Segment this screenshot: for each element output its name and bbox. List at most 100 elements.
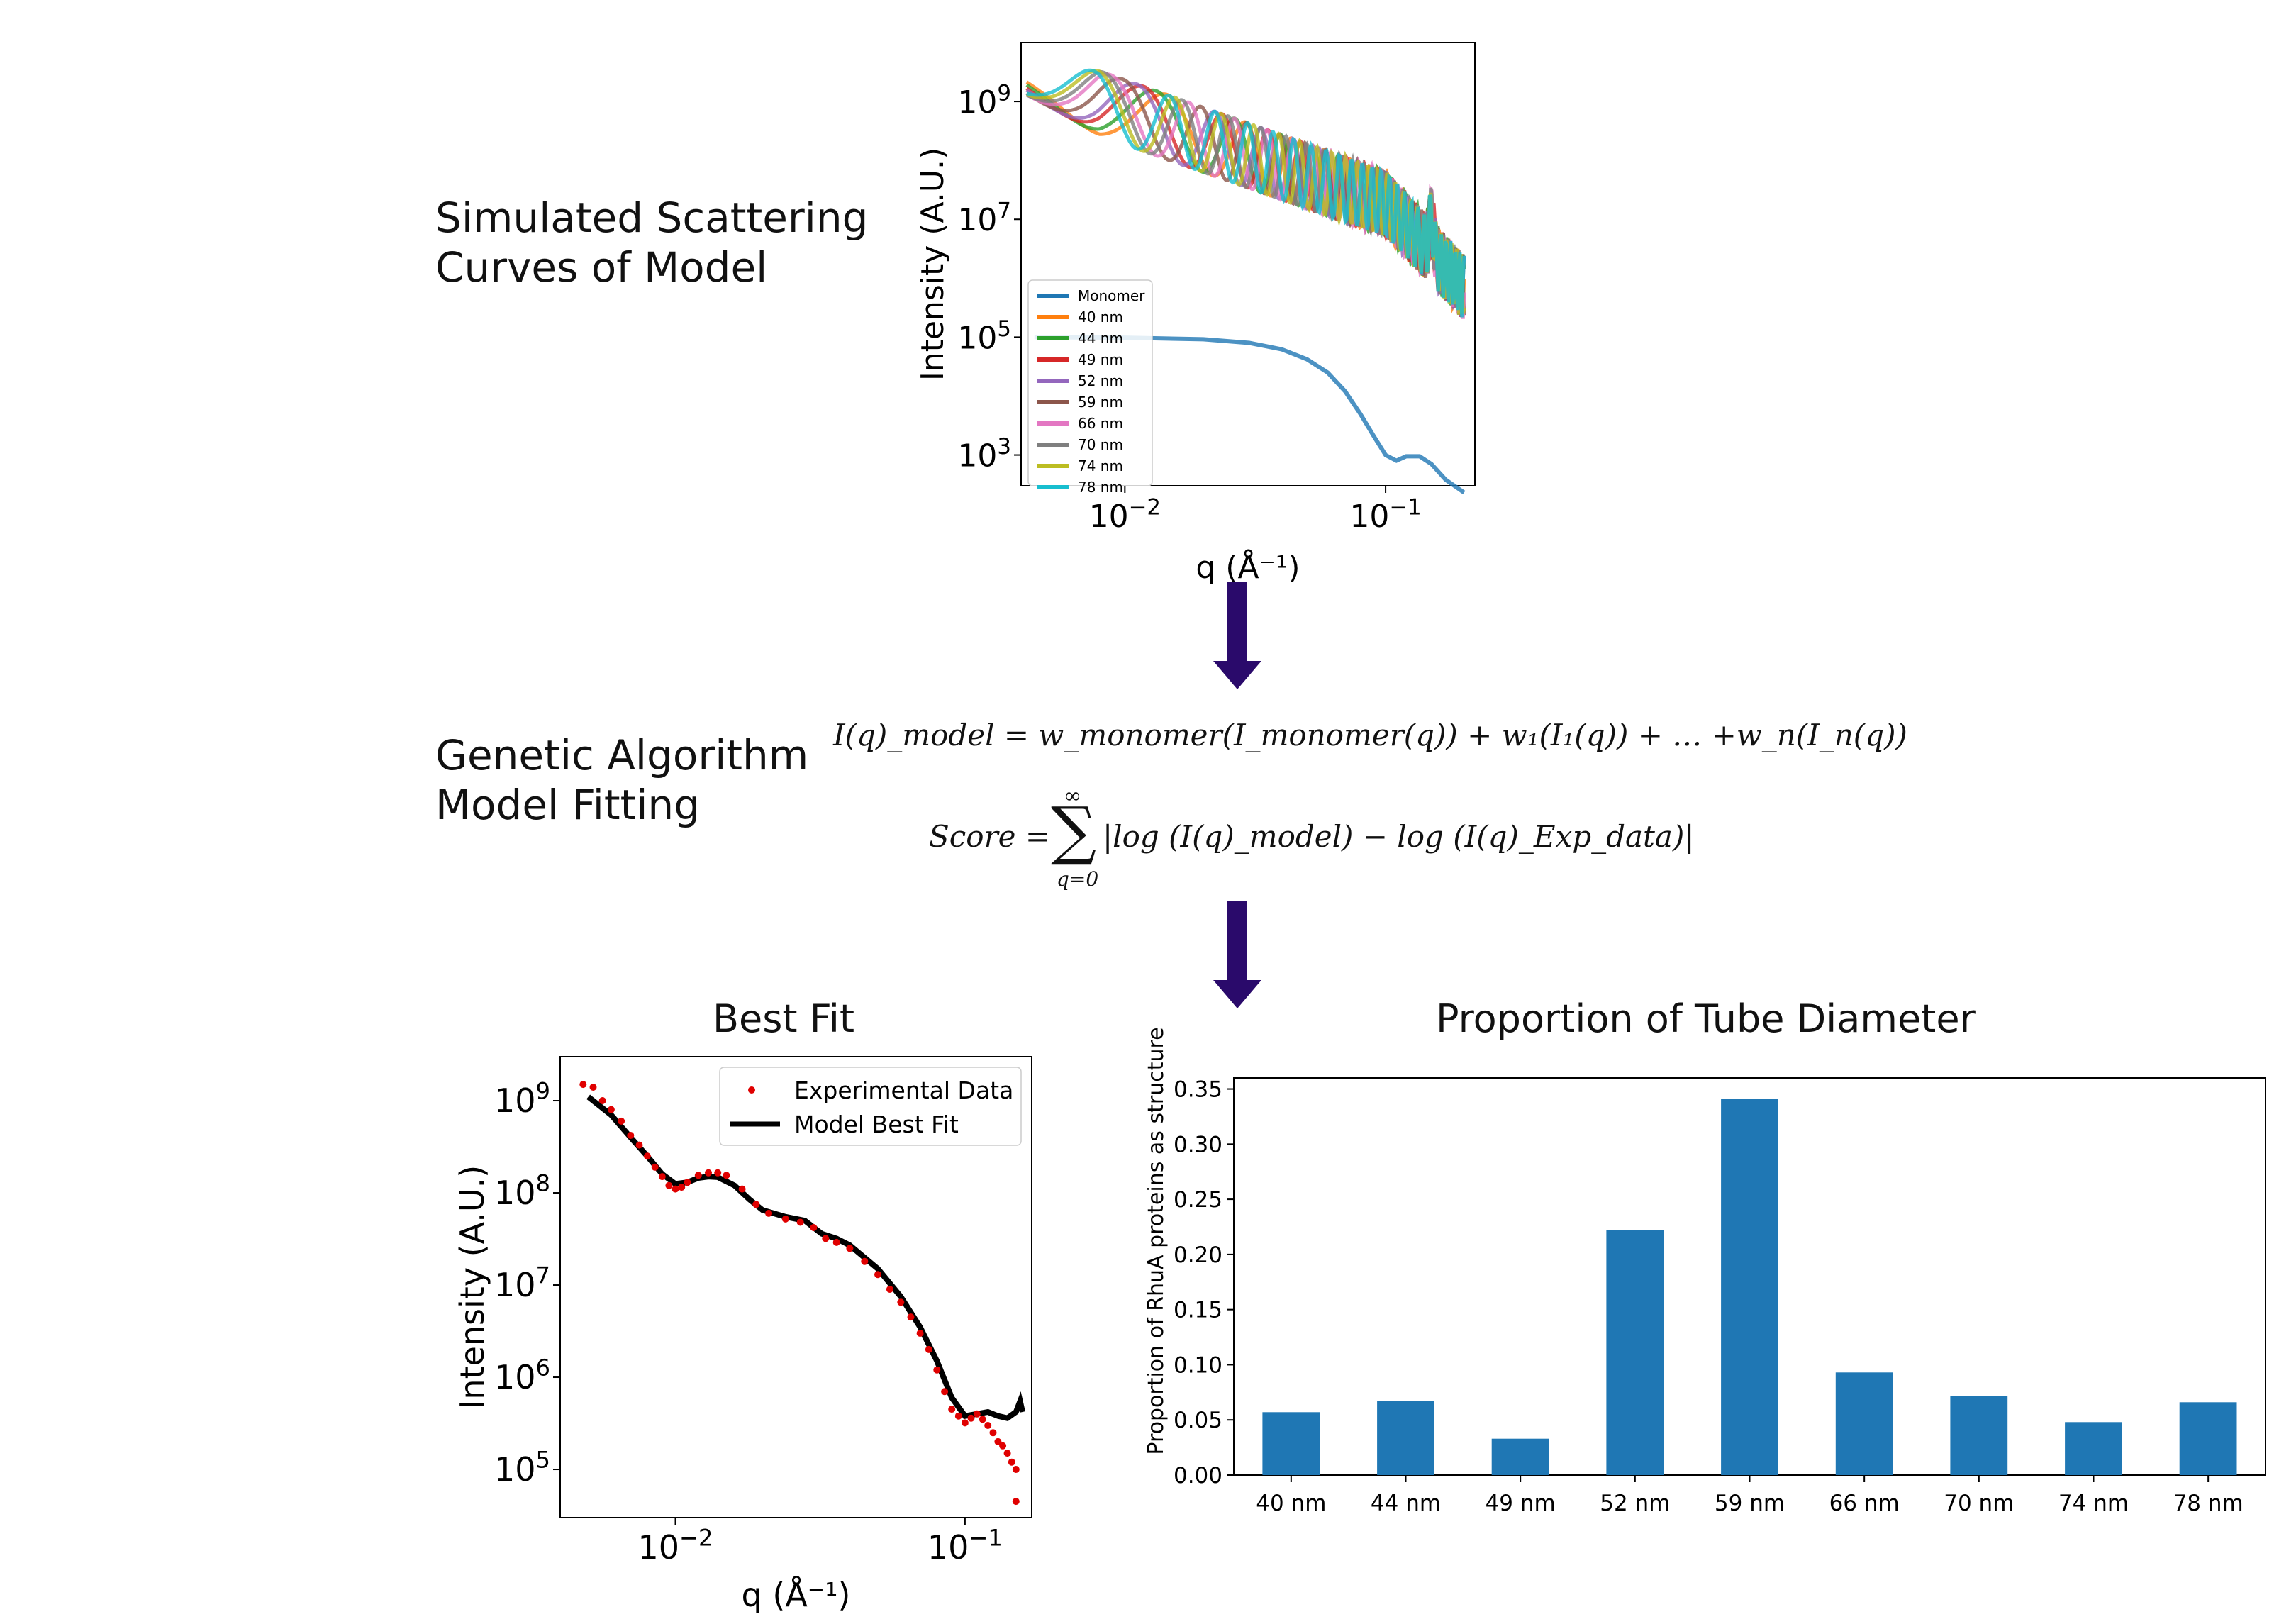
- experimental-data-point: [658, 1173, 666, 1181]
- chart-best-fit: 105 106 107 108 109 10−2 10−1 q (Å⁻¹) Intensity …: [453, 1056, 1032, 1614]
- arrow-down-icon: [1213, 901, 1261, 1008]
- y-tick-label: 0.30: [1174, 1132, 1222, 1157]
- y-tick-label: 105: [494, 1447, 550, 1489]
- experimental-data-point: [684, 1179, 691, 1186]
- experimental-data-point: [897, 1298, 905, 1306]
- y-tick-label: 0.25: [1174, 1187, 1222, 1213]
- experimental-data-point: [907, 1313, 915, 1321]
- experimental-data-point: [589, 1084, 597, 1091]
- bar-44-nm: [1377, 1401, 1434, 1475]
- experimental-data-point: [579, 1081, 587, 1089]
- experimental-data-point: [961, 1419, 969, 1427]
- experimental-data-point: [886, 1286, 893, 1293]
- legend-entry: Experimental Data: [794, 1077, 1013, 1104]
- bar-49-nm: [1491, 1438, 1549, 1475]
- y-tick-label: 0.10: [1174, 1352, 1222, 1378]
- legend-swatch-points: [748, 1086, 755, 1094]
- legend-box: [1027, 279, 1153, 486]
- x-tick-label: 74 nm: [2058, 1491, 2129, 1516]
- legend-entry: 66 nm: [1078, 415, 1123, 432]
- x-tick-label: 44 nm: [1371, 1491, 1441, 1516]
- experimental-data-point: [999, 1442, 1007, 1450]
- experimental-data-point: [861, 1257, 869, 1265]
- y-axis-label: Intensity (A.U.): [915, 148, 951, 381]
- x-tick-label: 10−2: [1089, 494, 1161, 535]
- experimental-data-point: [948, 1406, 956, 1413]
- y-tick-label: 108: [494, 1170, 550, 1212]
- experimental-data-point: [781, 1215, 789, 1223]
- x-axis-label: q (Å⁻¹): [1196, 548, 1300, 586]
- experimental-data-point: [925, 1345, 932, 1353]
- y-tick-label: 109: [494, 1078, 550, 1120]
- bar-66-nm: [1835, 1372, 1893, 1475]
- x-tick-label: 10−1: [1349, 494, 1421, 535]
- arrow-down-icon: [1213, 582, 1261, 689]
- x-tick-label: 40 nm: [1256, 1491, 1326, 1516]
- experimental-data-point: [916, 1330, 924, 1337]
- model-best-fit-line: [586, 1094, 1025, 1421]
- legend-entry: 52 nm: [1078, 372, 1123, 389]
- y-axis-label: Intensity (A.U.): [453, 1165, 491, 1409]
- chart-simulated-scattering: 103 105 107 109 10−2 10−1 q (Å⁻¹) Intensity (A.…: [915, 42, 1476, 586]
- legend-entry: 44 nm: [1078, 330, 1123, 347]
- series-line-monomer: [1034, 335, 1466, 495]
- label-genetic-line-1: Genetic Algorithm: [435, 731, 809, 779]
- legend-box: [719, 1067, 1022, 1146]
- y-tick-label: 105: [957, 316, 1011, 357]
- experimental-data-point: [635, 1141, 643, 1149]
- experimental-data-point: [694, 1172, 702, 1179]
- experimental-data-point: [874, 1271, 881, 1279]
- label-genetic-line-2: Model Fitting: [435, 781, 701, 829]
- x-tick-label: 10−2: [638, 1525, 713, 1567]
- experimental-data-point: [651, 1163, 659, 1171]
- y-tick-label: 0.20: [1174, 1242, 1222, 1268]
- experimental-data-point: [979, 1416, 986, 1423]
- experimental-data-point: [832, 1238, 840, 1246]
- x-tick-label: 59 nm: [1715, 1491, 1785, 1516]
- experimental-data-point: [1008, 1458, 1015, 1466]
- experimental-data-point: [973, 1410, 981, 1418]
- experimental-data-point: [810, 1224, 818, 1231]
- experimental-data-point: [941, 1388, 949, 1396]
- y-tick-label: 0.05: [1174, 1408, 1222, 1433]
- experimental-data-point: [765, 1209, 773, 1217]
- bar-70-nm: [1950, 1396, 2008, 1475]
- experimental-data-point: [984, 1422, 992, 1429]
- experimental-data-point: [665, 1181, 673, 1189]
- experimental-data-point: [967, 1414, 975, 1422]
- y-tick-label: 106: [494, 1355, 550, 1396]
- y-tick-label: 0.35: [1174, 1077, 1222, 1103]
- y-axis-label: Proportion of RhuA proteins as structure: [1144, 1027, 1169, 1455]
- sum-top: ∞: [1064, 784, 1081, 808]
- series-line-78-nm: [1026, 68, 1466, 318]
- experimental-data-point: [1003, 1450, 1011, 1457]
- experimental-data-point: [738, 1185, 746, 1193]
- best-fit-title: Best Fit: [713, 996, 855, 1041]
- bar-40-nm: [1262, 1412, 1320, 1475]
- experimental-data-point: [643, 1152, 651, 1160]
- score-rhs: |log (I(q)_model) − log (I(q)_Exp_data)|: [1103, 819, 1695, 854]
- bar-chart-title: Proportion of Tube Diameter: [1436, 996, 1976, 1041]
- series-line-74-nm: [1025, 69, 1466, 315]
- score-lhs: Score =: [929, 819, 1051, 854]
- experimental-data-point: [618, 1117, 625, 1125]
- x-tick-label: 66 nm: [1829, 1491, 1900, 1516]
- experimental-data-point: [1012, 1498, 1020, 1506]
- label-simulated-scattering: Simulated Scattering Curves of Model: [435, 193, 868, 292]
- y-tick-label: 107: [957, 199, 1011, 239]
- x-tick-label: 49 nm: [1486, 1491, 1556, 1516]
- bar-78-nm: [2179, 1402, 2237, 1475]
- legend-entry: 78 nm: [1078, 479, 1123, 496]
- bar-52-nm: [1606, 1230, 1664, 1475]
- x-tick-label: 52 nm: [1600, 1491, 1670, 1516]
- experimental-data-point: [994, 1437, 1002, 1445]
- y-tick-label: 107: [494, 1262, 550, 1304]
- bar-59-nm: [1721, 1099, 1778, 1475]
- experimental-data-point: [989, 1429, 997, 1437]
- x-tick-label: 78 nm: [2173, 1491, 2244, 1516]
- x-tick-label: 10−1: [927, 1525, 1003, 1567]
- experimental-data-point: [933, 1366, 941, 1374]
- label-genetic-algorithm: Genetic Algorithm Model Fitting: [435, 730, 808, 830]
- experimental-data-point: [796, 1218, 804, 1226]
- sum-bottom: q=0: [1057, 867, 1099, 891]
